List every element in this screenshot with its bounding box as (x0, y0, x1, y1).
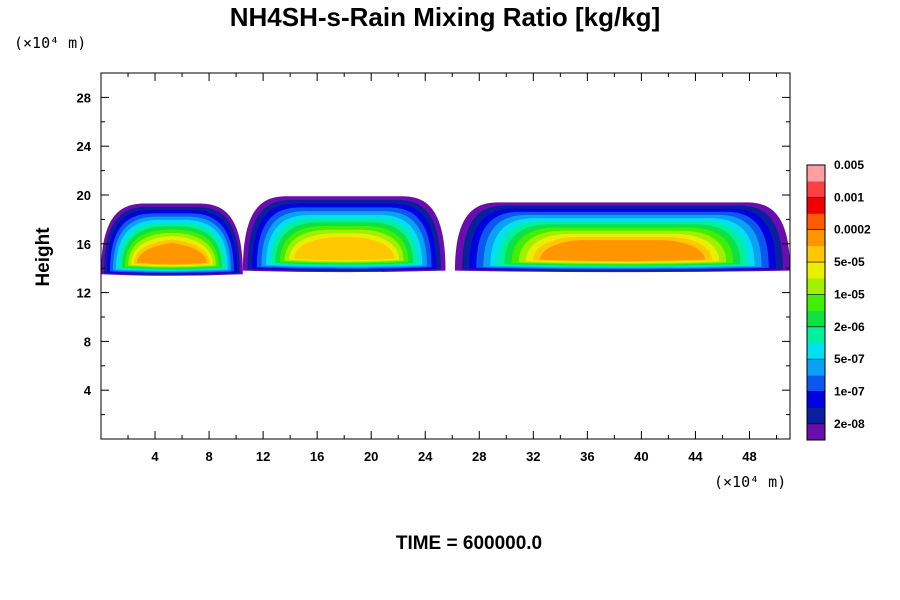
colorbar-label: 0.005 (834, 158, 864, 172)
y-tick-label: 20 (77, 188, 91, 203)
field-cloud-1 (101, 203, 243, 276)
x-tick-label: 28 (472, 449, 486, 464)
x-tick-label: 12 (256, 449, 270, 464)
y-tick-label: 28 (77, 90, 91, 105)
colorbar-swatch (807, 165, 825, 182)
colorbar-label: 0.001 (834, 190, 864, 204)
x-tick-label: 8 (205, 449, 212, 464)
x-axis-unit: (×10⁴ m) (714, 473, 786, 491)
colorbar-label: 1e-05 (834, 287, 865, 301)
y-tick-label: 8 (84, 334, 91, 349)
colorbar-swatch (807, 423, 825, 441)
colorbar-swatch (807, 310, 825, 328)
chart-title: NH4SH-s-Rain Mixing Ratio [kg/kg] (230, 2, 660, 32)
x-tick-label: 40 (634, 449, 648, 464)
colorbar-swatch (807, 375, 825, 392)
x-tick-label: 4 (151, 449, 159, 464)
contour-band (137, 242, 207, 265)
x-tick-label: 20 (364, 449, 378, 464)
colorbar-swatch (807, 181, 825, 198)
time-label: TIME = 600000.0 (396, 533, 542, 554)
colorbar-swatch (807, 407, 825, 425)
contour-band (293, 237, 395, 261)
plot-frame (100, 72, 791, 440)
colorbar-label: 5e-05 (834, 255, 865, 269)
colorbar-swatch (807, 197, 825, 214)
x-tick-label: 32 (526, 449, 540, 464)
colorbar-swatch (807, 245, 825, 263)
colorbar-label: 5e-07 (834, 352, 865, 366)
field-cloud-3 (454, 202, 790, 273)
colorbar-swatch (807, 278, 825, 295)
x-tick-label: 48 (742, 449, 756, 464)
colorbar-label: 1e-07 (834, 384, 865, 398)
y-axis: 4 8 12 16 20 24 28 (77, 90, 790, 416)
colorbar: 2e-08 1e-07 5e-07 2e-06 1e-05 5e-05 0.0002 0.00… (806, 158, 871, 441)
y-tick-label: 24 (77, 139, 92, 154)
colorbar-swatch (807, 326, 825, 344)
x-tick-label: 36 (580, 449, 594, 464)
y-tick-label: 4 (84, 383, 92, 398)
y-axis-label: Height (33, 227, 54, 287)
field-cloud-2 (242, 196, 446, 273)
x-tick-label: 24 (418, 449, 433, 464)
colorbar-swatch (807, 342, 825, 360)
y-tick-label: 16 (77, 237, 91, 252)
colorbar-swatch (807, 262, 825, 279)
x-axis: 4 8 12 16 20 24 28 32 36 40 44 48 (127, 73, 777, 464)
colorbar-swatch (807, 229, 825, 247)
colorbar-swatch (807, 213, 825, 231)
x-tick-label: 44 (688, 449, 703, 464)
colorbar-swatch (807, 359, 825, 376)
colorbar-label: 2e-06 (834, 320, 865, 334)
colorbar-label: 2e-08 (834, 417, 865, 431)
y-axis-unit: (×10⁴ m) (14, 34, 86, 52)
x-tick-label: 16 (310, 449, 324, 464)
colorbar-swatch (807, 391, 825, 408)
colorbar-label: 0.0002 (834, 223, 871, 237)
colorbar-swatch (807, 294, 825, 311)
mixing-ratio-field (101, 196, 790, 276)
contour-band (540, 240, 705, 262)
y-tick-label: 12 (77, 286, 91, 301)
